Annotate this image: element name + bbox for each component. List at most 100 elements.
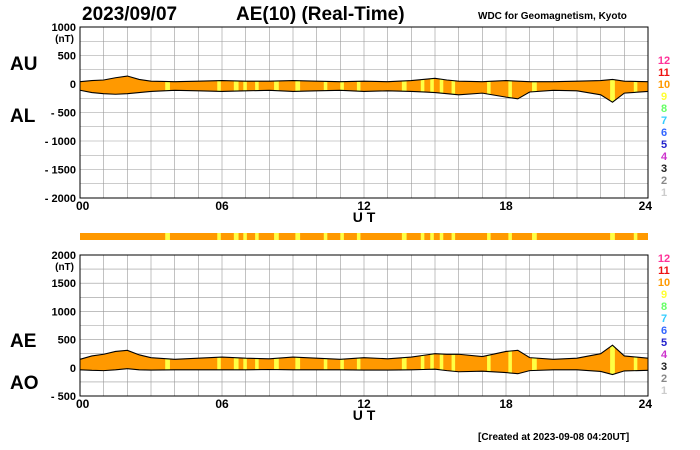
x-axis-label: U T xyxy=(353,209,376,225)
y-tick-label: - 1000 xyxy=(45,136,76,148)
legend-number: 7 xyxy=(661,115,667,127)
coverage-highlight xyxy=(401,233,407,240)
highlight-band xyxy=(217,76,221,103)
coverage-highlight xyxy=(451,233,456,240)
highlight-band xyxy=(356,76,361,103)
highlight-band xyxy=(340,76,344,103)
legend-number: 12 xyxy=(658,55,670,67)
legend-number: 8 xyxy=(661,301,667,313)
series-line-ae xyxy=(79,344,649,360)
series-line-au xyxy=(79,75,649,83)
highlight-band xyxy=(274,345,279,375)
highlight-band xyxy=(508,76,512,103)
highlight-band xyxy=(243,76,247,103)
y-unit-label: (nT) xyxy=(55,34,74,45)
coverage-highlight xyxy=(356,233,361,240)
y-tick-label: 0 xyxy=(70,79,76,91)
legend-number: 11 xyxy=(658,67,670,79)
legend-number: 11 xyxy=(658,265,670,277)
x-tick-label: 18 xyxy=(499,199,513,213)
highlight-band xyxy=(439,345,444,375)
credit-label: WDC for Geomagnetism, Kyoto xyxy=(478,11,627,22)
highlight-band xyxy=(451,345,456,375)
coverage-highlight xyxy=(508,233,512,240)
x-tick-label: 00 xyxy=(76,199,90,213)
legend-number: 4 xyxy=(661,349,668,361)
series-line-al xyxy=(79,89,649,103)
highlight-band xyxy=(323,345,328,375)
coverage-highlight xyxy=(633,233,638,240)
y-tick-label: - 500 xyxy=(51,108,76,120)
highlight-band xyxy=(451,76,456,103)
highlight-band xyxy=(439,76,444,103)
plot-frame xyxy=(79,254,649,397)
coverage-highlight xyxy=(610,233,615,240)
coverage-highlight xyxy=(233,233,239,240)
legend-number: 5 xyxy=(661,139,667,151)
plot-frame xyxy=(79,26,649,199)
legend-number: 1 xyxy=(661,385,667,397)
band-area xyxy=(80,345,648,375)
legend-number: 7 xyxy=(661,313,667,325)
coverage-highlight xyxy=(340,233,344,240)
au-al-plot: 1000 500 0 - 500 - 1000 - 1500 - 2000 (nT) 00 06 1… xyxy=(10,22,652,225)
y-tick-label: 500 xyxy=(58,335,76,347)
x-tick-label: 00 xyxy=(76,397,90,411)
highlight-band xyxy=(255,345,259,375)
highlight-band xyxy=(165,76,170,103)
x-tick-label: 12 xyxy=(357,199,371,213)
highlight-group xyxy=(165,76,638,103)
legend-number: 6 xyxy=(661,325,667,337)
x-tick-label: 24 xyxy=(639,199,653,213)
legend-number: 6 xyxy=(661,127,667,139)
series-label-ao: AO xyxy=(10,373,39,394)
highlight-band xyxy=(610,76,615,103)
x-tick-label: 18 xyxy=(499,397,513,411)
series-label-au: AU xyxy=(10,54,37,75)
highlight-band xyxy=(633,76,638,103)
legend-number: 1 xyxy=(661,187,667,199)
legend-number: 9 xyxy=(661,91,667,103)
y-tick-label: 2000 xyxy=(52,250,76,262)
y-tick-label: 500 xyxy=(58,51,76,63)
highlight-band xyxy=(274,76,279,103)
highlight-band xyxy=(243,345,247,375)
legend-number: 2 xyxy=(661,373,667,385)
y-tick-label: 0 xyxy=(70,363,76,375)
series-label-ae: AE xyxy=(10,331,36,352)
y-tick-label: - 1500 xyxy=(45,165,76,177)
y-tick-label: - 2000 xyxy=(45,193,76,205)
legend-number: 10 xyxy=(658,277,670,289)
x-axis-label: U T xyxy=(353,407,376,423)
date-label: 2023/09/07 xyxy=(82,4,178,25)
series-label-al: AL xyxy=(10,106,36,127)
legend-number: 5 xyxy=(661,337,667,349)
highlight-band xyxy=(217,345,221,375)
x-tick-label: 06 xyxy=(215,199,229,213)
highlight-band xyxy=(633,345,638,375)
coverage-highlight xyxy=(532,233,537,240)
legend-number: 3 xyxy=(661,361,667,373)
highlight-band xyxy=(255,76,259,103)
created-label: [Created at 2023-09-08 04:20UT] xyxy=(478,432,630,443)
legend-number: 8 xyxy=(661,103,667,115)
highlight-band xyxy=(430,76,434,103)
highlight-band xyxy=(401,76,407,103)
highlight-band xyxy=(401,345,407,375)
highlight-band xyxy=(420,76,425,103)
highlight-band xyxy=(356,345,361,375)
coverage-highlight xyxy=(255,233,259,240)
ae-ao-plot: 2000 1500 1000 500 0 - 500 (nT) 00 06 12 18 24 U T AE… xyxy=(10,250,652,423)
highlight-band xyxy=(165,345,170,375)
band-area xyxy=(80,76,648,103)
legend-number: 12 xyxy=(658,253,670,265)
highlight-band xyxy=(340,345,344,375)
series-line-ao xyxy=(79,368,649,376)
coverage-highlight xyxy=(323,233,328,240)
coverage-highlight xyxy=(243,233,247,240)
coverage-highlight xyxy=(420,233,425,240)
coverage-highlight xyxy=(439,233,444,240)
y-tick-label: 1500 xyxy=(52,278,76,290)
